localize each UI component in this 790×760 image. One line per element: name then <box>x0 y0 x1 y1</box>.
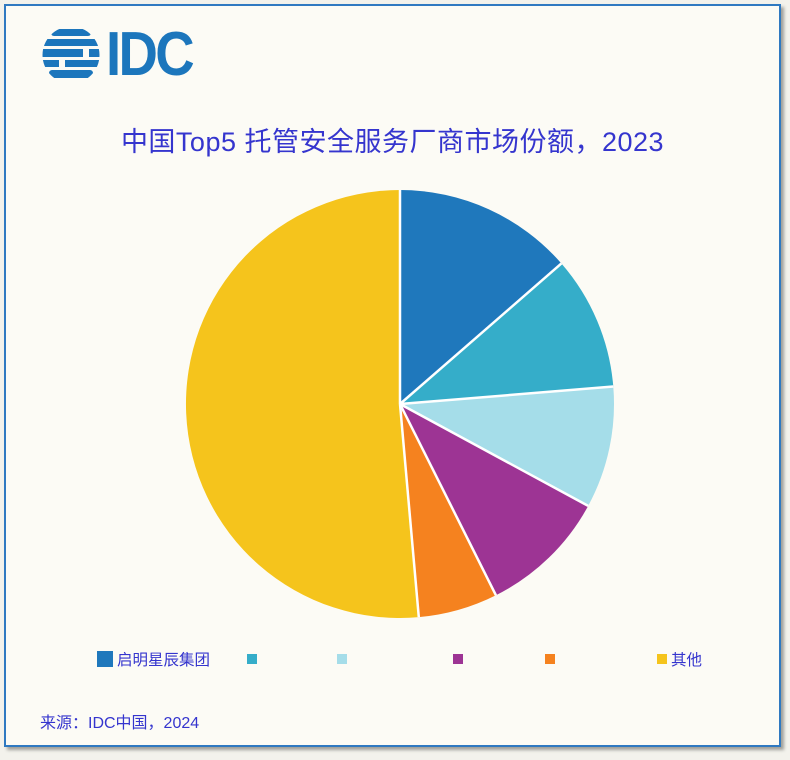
legend-swatch <box>453 654 463 664</box>
source-note: 来源：IDC中国，2024 <box>40 715 200 732</box>
legend-label: 启明星辰集团 <box>117 652 211 669</box>
pie-slice-0 <box>400 190 562 404</box>
pie-slice-1 <box>400 263 614 404</box>
chart-legend: 启明星辰集团 其他 <box>6 649 779 671</box>
pie-slice-separator <box>399 385 614 406</box>
legend-item-2 <box>337 649 347 669</box>
legend-item-1 <box>247 649 257 669</box>
legend-swatch <box>97 651 113 667</box>
page-frame: IDC 中国Top5 托管安全服务厂商市场份额，2023 启明星辰集团 其他 来源… <box>4 4 781 747</box>
pie-slice-3 <box>400 404 589 596</box>
pie-slice-separator <box>399 402 589 508</box>
pie-slice-separator <box>399 262 563 405</box>
chart-title: 中国Top5 托管安全服务厂商市场份额，2023 <box>120 127 665 157</box>
legend-item-0: 启明星辰集团 <box>97 649 210 669</box>
legend-swatch <box>247 654 257 664</box>
legend-label: 其他 <box>671 652 703 669</box>
idc-logo: IDC <box>42 24 204 86</box>
pie-slice-5 <box>185 190 419 618</box>
legend-item-4 <box>545 649 555 669</box>
pie-chart-area <box>174 178 626 630</box>
legend-item-3 <box>453 649 463 669</box>
idc-globe-icon <box>42 29 100 78</box>
pie-chart <box>185 190 615 618</box>
legend-swatch <box>337 654 347 664</box>
legend-swatch <box>657 654 667 664</box>
brand-text: IDC <box>106 20 195 89</box>
pie-slice-separator <box>398 403 421 618</box>
pie-slice-4 <box>400 404 496 618</box>
legend-swatch <box>545 654 555 664</box>
pie-slice-2 <box>400 386 615 506</box>
legend-item-5: 其他 <box>657 649 702 669</box>
pie-slice-separator <box>398 403 498 596</box>
